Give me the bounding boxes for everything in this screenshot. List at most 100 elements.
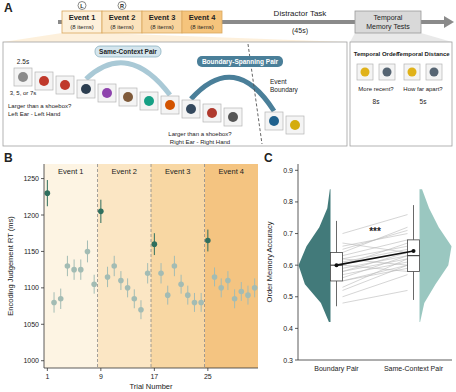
event-label: Event 1	[69, 13, 96, 22]
test-icon	[361, 68, 370, 77]
mean-point	[412, 249, 416, 253]
event-box	[182, 11, 222, 33]
y-tick	[295, 233, 298, 234]
point	[152, 241, 158, 247]
test-title: Temporal Distance	[396, 51, 450, 57]
category-label: Same-Context Pair	[384, 365, 444, 372]
event-band	[205, 164, 259, 368]
x-tick-label: 1	[45, 373, 49, 380]
pair-label: Same-Context Pair	[99, 48, 157, 55]
event-divider	[204, 164, 205, 368]
y-tick-label: 0.3	[283, 357, 293, 364]
x-axis	[44, 368, 258, 369]
tests-label: Temporal	[374, 14, 403, 22]
question: Larger than a shoebox?	[168, 131, 232, 137]
test-prompt: How far apart?	[403, 86, 443, 92]
stimulus-icon	[207, 108, 217, 118]
mean-point	[335, 263, 339, 267]
question: Larger than a shoebox?	[8, 103, 72, 109]
point	[145, 270, 151, 276]
x-axis-label: Trial Number	[129, 382, 173, 391]
event-band	[151, 164, 205, 368]
significance: ***	[369, 226, 381, 237]
test-card	[404, 64, 420, 80]
event-sub: (8 items)	[110, 24, 133, 30]
subject-line	[343, 262, 408, 275]
y-tick-label: 1100	[24, 284, 39, 291]
point	[178, 281, 184, 287]
point	[71, 267, 77, 273]
point	[245, 292, 251, 298]
point	[158, 270, 164, 276]
event-divider	[151, 164, 152, 368]
tests-detail-box	[350, 42, 452, 146]
isi: 3, 5, or 7s	[10, 90, 37, 96]
distractor: Distractor Task	[274, 9, 328, 18]
event-label: Event 4	[219, 167, 244, 176]
y-axis-label: Order Memory Accuracy	[265, 221, 274, 302]
stimulus-icon	[18, 72, 28, 82]
point	[85, 249, 91, 255]
y-tick	[295, 265, 298, 266]
subject-line	[343, 259, 408, 272]
test-card	[357, 64, 373, 80]
event-box	[62, 11, 102, 33]
figure: ABCEvent 1(8 items)LEvent 2(8 items)REve…	[0, 0, 456, 392]
stimulus-card	[35, 72, 53, 90]
subject-line	[343, 256, 408, 278]
ear-label: R	[120, 3, 124, 9]
y-tick-label: 0.5	[283, 293, 293, 300]
half-violin	[299, 189, 331, 322]
ear-icon	[78, 2, 86, 10]
point	[192, 300, 198, 306]
stimulus-icon	[290, 120, 300, 130]
stimulus-icon	[81, 84, 91, 94]
x-axis	[298, 360, 452, 361]
stimulus-card	[224, 108, 242, 126]
zoom-region	[3, 33, 347, 42]
whisker	[413, 271, 414, 299]
stimulus-icon	[269, 116, 279, 126]
y-tick-label: 1150	[24, 248, 39, 255]
tests-box	[355, 11, 421, 33]
y-tick-label: 1050	[23, 321, 39, 328]
y-axis-label: Encoding Judgement RT (ms)	[6, 216, 15, 316]
point	[111, 263, 117, 269]
plot-area	[299, 189, 452, 322]
stimulus-card	[182, 100, 200, 118]
boundary-label: Boundary	[270, 86, 299, 94]
subject-line	[343, 290, 408, 303]
point	[238, 289, 244, 295]
point	[118, 278, 124, 284]
y-tick	[41, 215, 44, 216]
y-tick-label: 0.7	[283, 230, 293, 237]
y-tick	[295, 170, 298, 171]
boundary-label: Event	[270, 78, 287, 85]
event-label: Event 1	[58, 167, 83, 176]
mean-line	[337, 251, 414, 265]
x-tick	[154, 368, 155, 371]
tests-label: Memory Tests	[366, 23, 410, 31]
timeline-arrow	[444, 16, 454, 28]
point	[131, 296, 137, 302]
point	[165, 292, 171, 298]
encoding-box	[3, 42, 347, 146]
y-tick-label: 1000	[23, 357, 39, 364]
x-tick-label: 9	[99, 373, 103, 380]
y-tick-label: 0.9	[283, 167, 293, 174]
response: Left Ear - Left Hand	[8, 111, 60, 117]
event-box	[142, 11, 182, 33]
test-duration: 8s	[373, 98, 381, 105]
pair-label: Boundary-Spanning Pair	[202, 58, 279, 66]
test-icon	[383, 68, 392, 77]
test-icon	[408, 68, 417, 77]
stimulus-icon	[165, 100, 175, 110]
y-tick	[295, 328, 298, 329]
stimulus-card	[265, 112, 283, 130]
stimulus-card	[14, 68, 32, 86]
y-tick-label: 1250	[23, 175, 39, 182]
point	[198, 300, 204, 306]
response: Right Ear - Right Hand	[170, 139, 230, 145]
y-tick	[295, 360, 298, 361]
stimulus-card	[119, 88, 137, 106]
